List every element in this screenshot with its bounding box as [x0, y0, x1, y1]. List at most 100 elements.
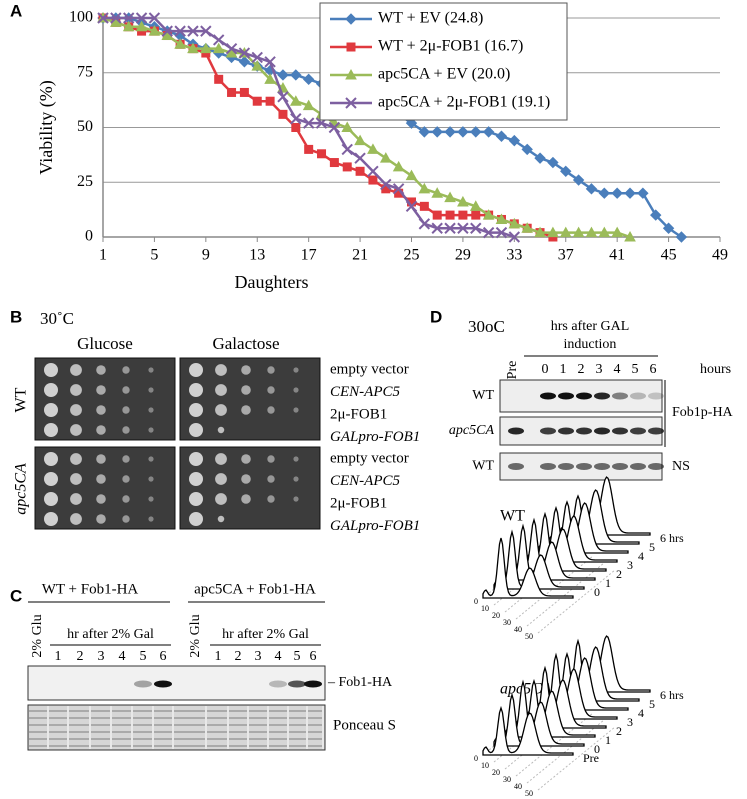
point — [405, 169, 418, 181]
point — [302, 73, 315, 86]
histogram — [493, 529, 585, 590]
lane-label: 6 — [160, 649, 167, 664]
point — [405, 117, 418, 129]
spot — [241, 474, 251, 484]
flow-tick-label: 40 — [514, 782, 522, 791]
x-tick-label: 21 — [352, 247, 368, 264]
timepoint-label: Pre — [583, 751, 599, 765]
timepoint-label: 5 — [649, 540, 655, 554]
spot — [267, 495, 275, 503]
spot — [44, 423, 58, 437]
point — [508, 134, 521, 147]
spot — [70, 493, 82, 505]
band — [558, 392, 574, 400]
panel-label: D — [430, 307, 442, 326]
point — [200, 25, 212, 37]
point — [458, 210, 468, 220]
point — [380, 178, 392, 191]
point — [341, 121, 354, 132]
plasmid-label: GALpro-FOB1 — [330, 429, 420, 445]
point — [469, 200, 482, 211]
point — [508, 217, 521, 229]
point — [227, 87, 237, 97]
row-label: WT — [472, 459, 494, 474]
point — [329, 158, 339, 168]
lane-label: 2 — [578, 362, 585, 377]
point — [135, 20, 148, 32]
spot — [148, 516, 154, 522]
point — [572, 174, 585, 186]
point — [238, 56, 251, 68]
legend-label: apc5CA + 2μ-FOB1 (19.1) — [378, 94, 550, 111]
y-axis-title: Viability (%) — [36, 80, 57, 174]
point — [290, 113, 302, 125]
x-tick-label: 5 — [150, 247, 158, 264]
spot — [44, 363, 58, 377]
spot — [241, 494, 251, 504]
band — [558, 427, 574, 435]
lane-header: induction — [564, 337, 617, 352]
point — [161, 25, 173, 37]
point — [470, 126, 482, 138]
lane-label: 1 — [55, 649, 62, 664]
blot — [27, 704, 326, 751]
point — [432, 210, 442, 220]
point — [521, 222, 534, 233]
point — [534, 226, 546, 238]
point — [624, 187, 636, 199]
spot — [189, 512, 203, 526]
flow-tick-label: 0 — [474, 754, 478, 763]
spot — [293, 387, 299, 393]
band — [612, 463, 628, 470]
flow-tick-label: 30 — [503, 618, 511, 627]
x-tick-label: 29 — [455, 247, 471, 264]
band — [288, 680, 306, 688]
plasmid-label: 2μ-FOB1 — [330, 495, 387, 511]
flow-tick-label: 20 — [492, 611, 500, 620]
band — [134, 680, 152, 688]
point — [598, 226, 611, 238]
blot — [27, 665, 326, 701]
spot — [122, 386, 130, 394]
timepoint-label: 0 — [594, 585, 600, 599]
x-tick-label: 1 — [99, 247, 107, 264]
spot — [70, 424, 82, 436]
point — [123, 12, 135, 24]
point — [199, 42, 212, 54]
point — [187, 25, 199, 37]
point — [418, 218, 431, 230]
legend-marker — [345, 13, 357, 25]
point — [264, 56, 276, 68]
band — [630, 427, 646, 435]
point — [290, 69, 302, 81]
flow-tick-label: 30 — [503, 775, 511, 784]
point — [367, 143, 379, 154]
lane-header: hr after 2% Gal — [67, 627, 154, 642]
point — [508, 231, 521, 243]
band — [648, 463, 664, 470]
timepoint-label: 1 — [605, 576, 611, 590]
floor-line — [526, 562, 605, 627]
histogram — [493, 692, 585, 747]
point — [252, 96, 262, 106]
plasmid-label: 2μ-FOB1 — [330, 406, 387, 422]
band — [612, 427, 628, 435]
point — [368, 175, 378, 185]
band — [540, 463, 556, 470]
point — [265, 96, 275, 106]
timepoint-label: 6 hrs — [660, 531, 684, 545]
point — [122, 20, 135, 32]
point — [239, 87, 249, 97]
flow-tick-label: 40 — [514, 625, 522, 634]
x-tick-label: 9 — [202, 247, 210, 264]
band — [630, 392, 646, 400]
plasmid-label: empty vector — [330, 361, 409, 377]
spot — [189, 363, 203, 377]
spot — [96, 474, 106, 484]
temperature: 30˚C — [40, 309, 74, 328]
band — [594, 392, 610, 400]
spot — [122, 515, 130, 523]
medium-label: Galactose — [212, 334, 279, 353]
point — [418, 126, 431, 138]
spot — [96, 494, 106, 504]
